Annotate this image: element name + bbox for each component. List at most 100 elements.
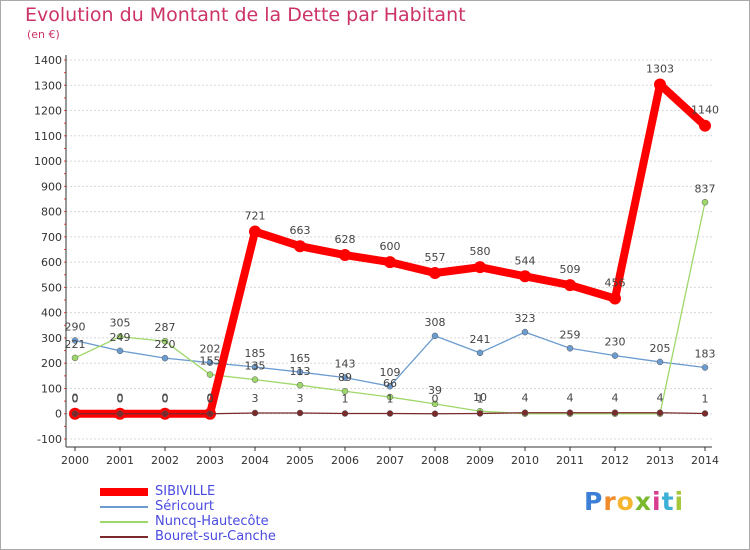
legend-item: Séricourt <box>100 499 360 514</box>
data-label: 0 <box>207 392 214 405</box>
data-label: 66 <box>383 377 397 390</box>
data-point <box>476 349 484 357</box>
data-point <box>116 347 124 355</box>
legend-item: SIBIVILLE <box>100 484 360 499</box>
data-point <box>386 393 394 401</box>
data-label: 0 <box>72 392 79 405</box>
x-tick-label: 2005 <box>286 454 314 467</box>
data-point <box>296 409 304 417</box>
data-point <box>611 409 619 416</box>
y-tick-label: 900 <box>41 180 62 193</box>
data-label: 0 <box>162 393 169 406</box>
data-label: 3 <box>297 392 304 405</box>
data-point <box>116 333 124 340</box>
data-point <box>249 225 261 238</box>
x-tick-label: 2007 <box>376 454 404 467</box>
data-label: 0 <box>207 393 214 406</box>
data-label: 1 <box>702 392 709 405</box>
data-point <box>71 354 79 362</box>
data-point <box>386 410 394 417</box>
data-label: 0 <box>117 392 124 405</box>
data-label: 628 <box>335 233 356 246</box>
data-point <box>521 409 529 416</box>
data-label: 837 <box>695 182 716 195</box>
data-point <box>296 381 304 389</box>
axis-layer: -100010020030040050060070080090010001100… <box>34 54 719 467</box>
proxiti-logo: Proxiti <box>584 487 684 516</box>
data-label: 4 <box>522 392 529 405</box>
data-label: 308 <box>425 316 446 329</box>
chart-title: Evolution du Montant de la Dette par Hab… <box>25 4 466 26</box>
legend-item: Bouret-sur-Canche <box>100 529 360 544</box>
y-tick-label: 700 <box>41 231 62 244</box>
y-tick-label: 1400 <box>34 54 62 67</box>
data-label: 143 <box>335 358 356 371</box>
y-tick-label: 1100 <box>34 130 62 143</box>
data-point <box>431 410 439 417</box>
y-tick-label: 1000 <box>34 155 62 168</box>
data-point <box>431 400 439 408</box>
legend-label: Bouret-sur-Canche <box>155 529 276 544</box>
data-point <box>521 328 529 336</box>
y-tick-label: 1300 <box>34 79 62 92</box>
data-label: 1 <box>387 392 394 405</box>
data-label: 202 <box>200 343 221 356</box>
data-point <box>341 387 349 395</box>
data-label: 155 <box>200 355 221 368</box>
data-label: 544 <box>515 254 536 267</box>
data-point <box>341 374 349 381</box>
data-point <box>699 119 711 132</box>
legend-item: Nuncq-Hautecôte <box>100 514 360 529</box>
logo-letter: r <box>603 487 617 516</box>
x-tick-label: 2014 <box>691 454 719 467</box>
data-label: 249 <box>110 331 131 344</box>
data-label: 1140 <box>691 104 719 117</box>
data-point <box>429 266 441 279</box>
data-point <box>384 256 396 269</box>
y-tick-label: 0 <box>55 408 62 421</box>
x-tick-label: 2013 <box>646 454 674 467</box>
data-point <box>161 337 169 345</box>
legend-label: SIBIVILLE <box>155 484 216 499</box>
y-tick-label: 600 <box>41 256 62 269</box>
data-label: 1303 <box>646 63 674 76</box>
data-label: 305 <box>110 317 131 330</box>
data-label: 663 <box>290 224 311 237</box>
data-label: 600 <box>380 240 401 253</box>
data-label: 241 <box>470 333 491 346</box>
data-point <box>161 354 169 362</box>
data-label: 221 <box>65 338 86 351</box>
data-point <box>564 279 576 292</box>
y-tick-label: 500 <box>41 281 62 294</box>
data-point <box>566 409 574 416</box>
data-point <box>701 199 709 206</box>
data-label: 220 <box>155 338 176 351</box>
logo-letter: o <box>616 487 635 516</box>
x-tick-label: 2008 <box>421 454 449 467</box>
data-point <box>656 358 664 366</box>
y-tick-label: 400 <box>41 307 62 320</box>
data-point <box>474 261 486 274</box>
data-point <box>161 410 169 417</box>
logo-letter: i <box>674 487 685 516</box>
x-tick-label: 2000 <box>61 454 89 467</box>
data-point <box>71 337 79 344</box>
data-label: 109 <box>380 366 401 379</box>
data-label: 1 <box>477 392 484 405</box>
logo-letter: x <box>634 487 652 516</box>
y-tick-label: 300 <box>41 332 62 345</box>
data-label: 3 <box>252 392 259 405</box>
legend-swatch <box>100 536 148 538</box>
data-point <box>701 364 709 371</box>
data-point <box>701 410 709 417</box>
data-point <box>339 249 351 262</box>
legend-label: Nuncq-Hautecôte <box>155 514 269 529</box>
data-point <box>476 410 484 417</box>
x-tick-label: 2010 <box>511 454 539 467</box>
data-point <box>519 270 531 283</box>
data-label: 290 <box>65 320 86 333</box>
y-tick-label: 800 <box>41 206 62 219</box>
legend: SIBIVILLE Séricourt Nuncq-Hautecôte Bouret-… <box>100 484 360 544</box>
unit-label: (en €) <box>27 28 60 41</box>
